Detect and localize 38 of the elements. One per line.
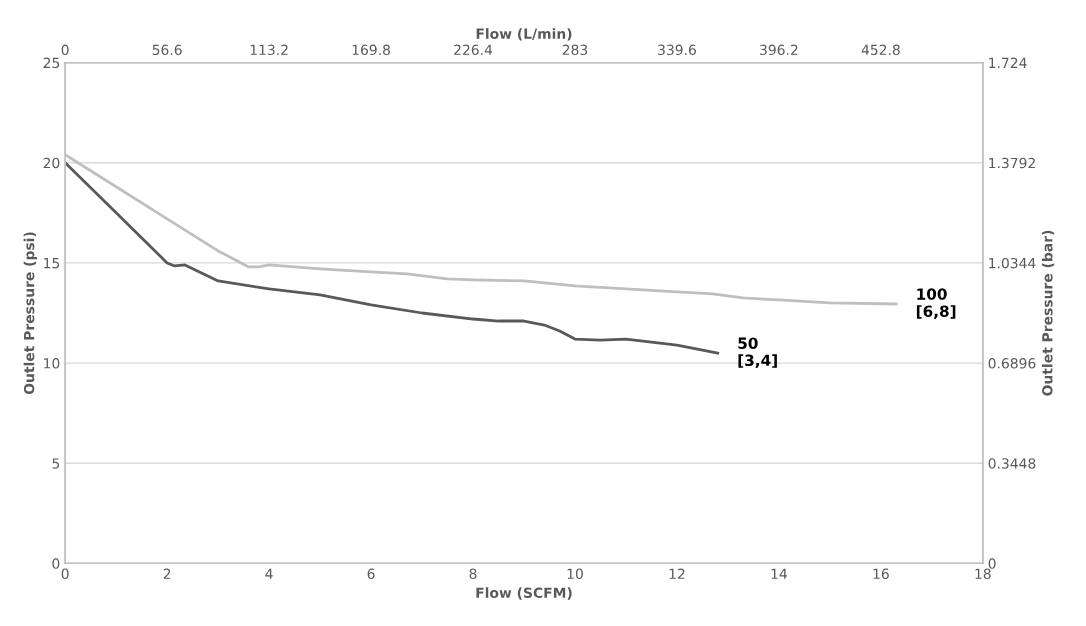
y2-axis-title: Outlet Pressure (bar) xyxy=(1041,230,1055,396)
y-tick-label: 20 xyxy=(43,157,60,169)
x2-tick-label: 283 xyxy=(562,44,588,56)
x-tick-label: 12 xyxy=(669,568,685,579)
y2-tick-label: 1.0344 xyxy=(989,257,1036,269)
x-tick-label: 18 xyxy=(975,568,991,580)
y2-tick-label: 0.6896 xyxy=(988,358,1036,369)
x-tick-label: 8 xyxy=(469,568,477,580)
y2-tick-label: 0.3448 xyxy=(988,458,1036,469)
x2-tick-label: 452.8 xyxy=(861,44,900,56)
x-tick-label: 4 xyxy=(265,568,273,579)
y-axis-title: Outlet Pressure (psi) xyxy=(23,232,38,395)
x-tick-label: 6 xyxy=(367,568,375,580)
x-axis-title: Flow (SCFM) xyxy=(476,587,572,600)
x-tick-label: 14 xyxy=(771,568,787,579)
y2-tick-label: 1.724 xyxy=(989,57,1027,68)
y-tick-label: 15 xyxy=(44,258,60,269)
y-tick-label: 0 xyxy=(52,558,60,569)
y2-tick-label: 0 xyxy=(988,558,996,569)
x2-tick-label: 169.8 xyxy=(352,44,390,56)
x2-tick-label: 226.4 xyxy=(454,44,493,56)
y-tick-label: 10 xyxy=(44,358,60,369)
x2-tick-label: 339.6 xyxy=(658,44,696,56)
x-tick-label: 2 xyxy=(163,568,171,579)
y-tick-label: 5 xyxy=(52,458,60,469)
x2-tick-label: 0 xyxy=(61,44,69,56)
y-tick-label: 25 xyxy=(43,57,60,69)
y2-tick-label: 1.3792 xyxy=(989,157,1035,169)
x-tick-label: 16 xyxy=(873,568,889,580)
x-tick-label: 10 xyxy=(567,568,583,580)
series-label: 50 [3,4] xyxy=(738,337,777,368)
x2-tick-label: 113.2 xyxy=(250,44,288,56)
line-series xyxy=(65,161,720,355)
series-label: 100 [6,8] xyxy=(916,288,956,319)
x2-axis-title: Flow (L/min) xyxy=(476,28,572,41)
x-tick-label: 0 xyxy=(61,568,69,580)
x2-tick-label: 56.6 xyxy=(152,44,182,56)
x2-tick-label: 396.2 xyxy=(760,44,798,56)
